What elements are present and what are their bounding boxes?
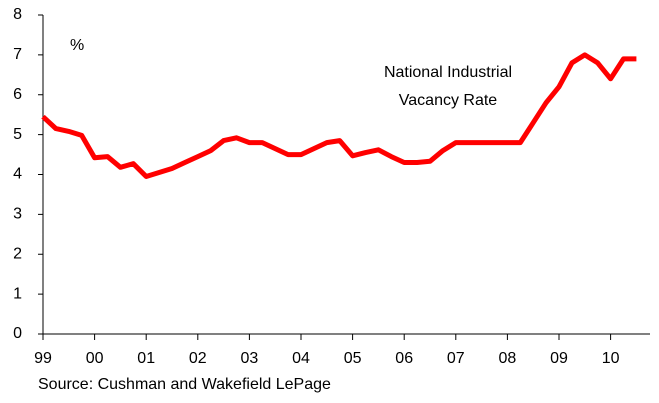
x-tick-label: 00	[86, 350, 104, 367]
annotation: National Industrial	[384, 64, 512, 81]
y-tick-label: 6	[13, 86, 22, 103]
y-tick-label: 8	[13, 6, 22, 23]
y-tick-label: 3	[13, 206, 22, 223]
y-tick-label: 7	[13, 46, 22, 63]
x-tick-label: 01	[137, 350, 155, 367]
x-tick-label: 05	[344, 350, 362, 367]
x-tick-label: 08	[499, 350, 517, 367]
x-tick-label: 09	[550, 350, 568, 367]
x-tick-label: 04	[292, 350, 310, 367]
y-tick-label: 4	[13, 166, 22, 183]
x-tick-label: 07	[447, 350, 465, 367]
unit-label: %	[70, 37, 84, 54]
source: Source: Cushman and Wakefield LePage	[38, 376, 331, 393]
y-tick-label: 5	[13, 126, 22, 143]
x-tick-label: 03	[241, 350, 259, 367]
y-tick-label: 0	[13, 325, 22, 342]
data-line	[41, 52, 637, 179]
y-tick-label: 1	[13, 285, 22, 302]
x-tick-label: 99	[34, 350, 52, 367]
x-tick-label: 02	[189, 350, 207, 367]
x-tick-label: 06	[395, 350, 413, 367]
annotation: Vacancy Rate	[399, 92, 498, 109]
x-tick-label: 10	[602, 350, 620, 367]
y-tick-label: 2	[13, 245, 22, 262]
